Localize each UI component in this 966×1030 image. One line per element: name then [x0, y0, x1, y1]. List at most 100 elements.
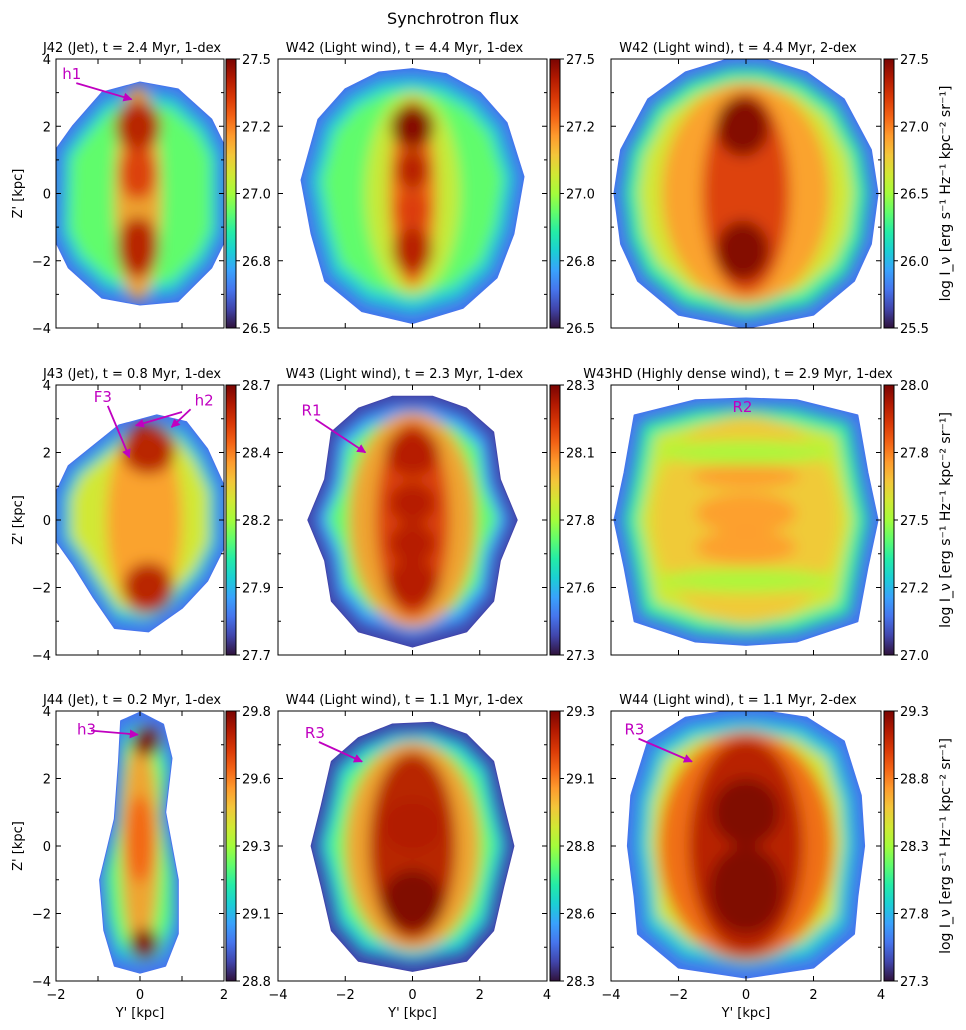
colorbar-tick-label: 27.3 [566, 649, 595, 664]
colorbar-tick-label: 28.8 [566, 840, 595, 855]
annotation-arrow [90, 729, 139, 739]
colorbar-tick-label: 29.8 [242, 705, 271, 720]
colorbar-tick-label: 29.3 [900, 705, 929, 720]
panel-title: W44 (Light wind), t = 1.1 Myr, 2-dex [619, 693, 857, 708]
panel-5: W43 (Light wind), t = 2.3 Myr, 1-dex R1 27… [277, 367, 595, 664]
panel-title: J43 (Jet), t = 0.8 Myr, 1-dex [42, 367, 221, 382]
colorbar-tick-label: 28.8 [900, 773, 929, 788]
colorbar-tick-label: 27.5 [900, 53, 929, 68]
colorbar-tick-label: 29.1 [566, 773, 595, 788]
colorbar-tick-label: 27.0 [900, 120, 929, 135]
annotation-label: h3 [77, 721, 96, 739]
x-axis-label: Y' [kpc] [387, 1006, 437, 1021]
heatmap-image [613, 397, 879, 646]
panel-title: W42 (Light wind), t = 4.4 Myr, 1-dex [286, 41, 524, 56]
colorbar [549, 58, 561, 329]
y-tick-label: 0 [43, 840, 51, 855]
panel-2: W42 (Light wind), t = 4.4 Myr, 1-dex 26.5… [277, 41, 595, 337]
emission-body [318, 731, 507, 962]
annotation-label: R2 [733, 398, 753, 416]
x-tick-label: 2 [809, 988, 817, 1003]
panel-title: W43 (Light wind), t = 2.3 Myr, 1-dex [286, 367, 524, 382]
colorbar-tick-label: 28.0 [900, 379, 929, 394]
x-tick-label: 4 [543, 988, 551, 1003]
y-tick-label: 4 [43, 53, 51, 68]
heatmap-image [99, 711, 179, 974]
y-tick-label: 2 [43, 447, 51, 462]
colorbar [883, 384, 895, 656]
y-tick-label: 0 [43, 514, 51, 529]
annotation-arrow [76, 82, 133, 102]
colorbar [549, 384, 561, 656]
colorbar [549, 710, 561, 982]
colorbar-tick-label: 27.0 [242, 188, 271, 203]
x-tick-label: 0 [742, 988, 750, 1003]
panel-8: W44 (Light wind), t = 1.1 Myr, 1-dex −4 −2… [268, 693, 595, 1021]
x-tick-label: 2 [220, 988, 228, 1003]
colorbar-tick-label: 28.7 [242, 379, 271, 394]
annotation-label: h2 [195, 391, 214, 409]
panel-title: W42 (Light wind), t = 4.4 Myr, 2-dex [619, 41, 857, 56]
heatmap-image [613, 59, 879, 328]
y-tick-label: 0 [43, 188, 51, 203]
y-tick-label: −4 [32, 975, 51, 990]
x-tick-label: −2 [46, 988, 65, 1003]
colorbar-tick-label: 27.0 [566, 188, 595, 203]
colorbar-tick-label: 26.5 [242, 322, 271, 337]
colorbar-tick-label: 28.8 [242, 975, 271, 990]
x-axis-label: Y' [kpc] [721, 1006, 771, 1021]
heatmap-image [300, 68, 525, 324]
y-axis-label: Z' [kpc] [11, 495, 26, 545]
colorbar [225, 384, 237, 656]
colorbar-axis-label: log I_ν [erg s⁻¹ Hz⁻¹ kpc⁻² sr⁻¹] [938, 86, 954, 302]
y-tick-label: 4 [43, 705, 51, 720]
colorbar-tick-label: 25.5 [900, 322, 929, 337]
x-tick-label: −2 [336, 988, 355, 1003]
heatmap-image [626, 711, 866, 979]
annotation-arrow [106, 405, 131, 459]
colorbar [225, 58, 237, 329]
x-tick-label: −4 [268, 988, 287, 1003]
colorbar-tick-label: 27.2 [900, 582, 929, 597]
emission-body [636, 719, 856, 968]
colorbar-tick-label: 29.3 [566, 705, 595, 720]
y-tick-label: 2 [43, 120, 51, 135]
x-tick-label: −4 [601, 988, 620, 1003]
y-tick-label: −2 [32, 582, 51, 597]
panel-4: J43 (Jet), t = 0.8 Myr, 1-dex −4 −2 0 2 4 Z' [… [11, 367, 271, 664]
colorbar-tick-label: 28.6 [566, 908, 595, 923]
y-tick-label: −4 [32, 322, 51, 337]
y-tick-label: 4 [43, 379, 51, 394]
colorbar-tick-label: 28.3 [900, 840, 929, 855]
y-axis-label: Z' [kpc] [11, 169, 26, 219]
heatmap-image [310, 721, 515, 972]
colorbar-tick-label: 26.5 [900, 188, 929, 203]
y-axis-label: Z' [kpc] [11, 821, 26, 871]
colorbar-tick-label: 26.8 [566, 255, 595, 270]
colorbar-tick-label: 28.1 [566, 447, 595, 462]
colorbar-tick-label: 27.8 [566, 514, 595, 529]
panel-title: J42 (Jet), t = 2.4 Myr, 1-dex [42, 41, 221, 56]
x-tick-label: 0 [408, 988, 416, 1003]
annotation-label: R1 [302, 401, 322, 419]
annotation-label: h1 [62, 65, 81, 83]
colorbar-tick-label: 27.9 [242, 582, 271, 597]
colorbar-tick-label: 27.2 [242, 120, 271, 135]
annotation-arrow [638, 737, 693, 763]
emission-body [61, 422, 218, 624]
colorbar-tick-label: 26.8 [242, 255, 271, 270]
panel-6: W43HD (Highly dense wind), t = 2.9 Myr, … [583, 367, 929, 664]
annotation-arrow [318, 741, 363, 763]
colorbar-tick-label: 27.5 [242, 53, 271, 68]
emission-body [623, 67, 869, 319]
colorbar-tick-label: 27.2 [566, 120, 595, 135]
heatmap-image [56, 81, 224, 306]
colorbar-axis-label: log I_ν [erg s⁻¹ Hz⁻¹ kpc⁻² sr⁻¹] [938, 412, 954, 628]
colorbar-tick-label: 28.3 [566, 379, 595, 394]
figure-title: Synchrotron flux [387, 9, 519, 28]
emission-body [60, 85, 221, 302]
colorbar-tick-label: 27.6 [566, 582, 595, 597]
colorbar-tick-label: 28.3 [566, 975, 595, 990]
